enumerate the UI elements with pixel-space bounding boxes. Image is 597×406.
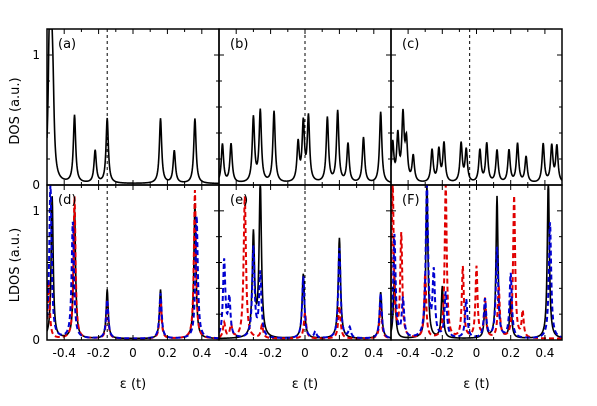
- panel-label: (c): [402, 37, 419, 52]
- x-tick-label: 0: [129, 346, 137, 360]
- x-tick-label: 0.4: [192, 346, 211, 360]
- x-axis-label: ε (t): [463, 377, 489, 392]
- x-tick-label: -0.2: [259, 346, 282, 360]
- x-tick-label: 0.4: [535, 346, 554, 360]
- x-tick-label: -0.4: [224, 346, 247, 360]
- series-line-1: [219, 196, 391, 340]
- panel-label: (b): [230, 37, 248, 52]
- panel-2: (c): [390, 28, 563, 186]
- x-axis-label: ε (t): [292, 377, 318, 392]
- series-line-1: [391, 185, 562, 340]
- panel-0: (a) 0 1: [32, 28, 220, 192]
- y-tick-label: 0: [32, 178, 40, 192]
- plot-area: (a) 0 1 (b) (c) (d) 0 1 -0.4 -0.2 0 0.2 0.4 ε (t) (e) -…: [32, 28, 563, 392]
- panel-4: (e) -0.4 -0.2 0 0.2 0.4 ε (t): [218, 184, 392, 392]
- panel-frame: [390, 28, 563, 186]
- y-label-top: DOS (a.u.): [8, 77, 23, 144]
- y-tick-label: 0: [32, 333, 40, 347]
- panel-label: (a): [58, 37, 76, 52]
- series-line-0: [47, 29, 219, 185]
- panel-label: (e): [230, 193, 248, 208]
- panel-5: (F) -0.4 -0.2 0 0.2 0.4 ε (t): [390, 184, 563, 392]
- panel-label: (d): [58, 193, 76, 208]
- x-tick-label: -0.2: [87, 346, 110, 360]
- x-tick-label: 0.2: [501, 346, 520, 360]
- panel-frame: [390, 184, 563, 341]
- x-tick-label: -0.4: [396, 346, 419, 360]
- panel-label: (F): [402, 193, 420, 208]
- x-tick-label: 0: [301, 346, 309, 360]
- x-tick-label: -0.4: [52, 346, 75, 360]
- panel-3: (d) 0 1 -0.4 -0.2 0 0.2 0.4 ε (t): [32, 184, 220, 392]
- x-tick-label: 0.2: [158, 346, 177, 360]
- x-axis-label: ε (t): [120, 377, 146, 392]
- series-line-0: [391, 108, 562, 183]
- x-tick-label: 0: [473, 346, 481, 360]
- y-label-bottom: LDOS (a.u.): [8, 228, 23, 302]
- x-tick-label: 0.2: [330, 346, 349, 360]
- y-tick-label: 1: [32, 48, 40, 62]
- panel-1: (b): [218, 28, 392, 186]
- series-line-0: [219, 108, 391, 183]
- x-tick-label: 0.4: [364, 346, 383, 360]
- y-tick-label: 1: [32, 204, 40, 218]
- x-tick-label: -0.2: [431, 346, 454, 360]
